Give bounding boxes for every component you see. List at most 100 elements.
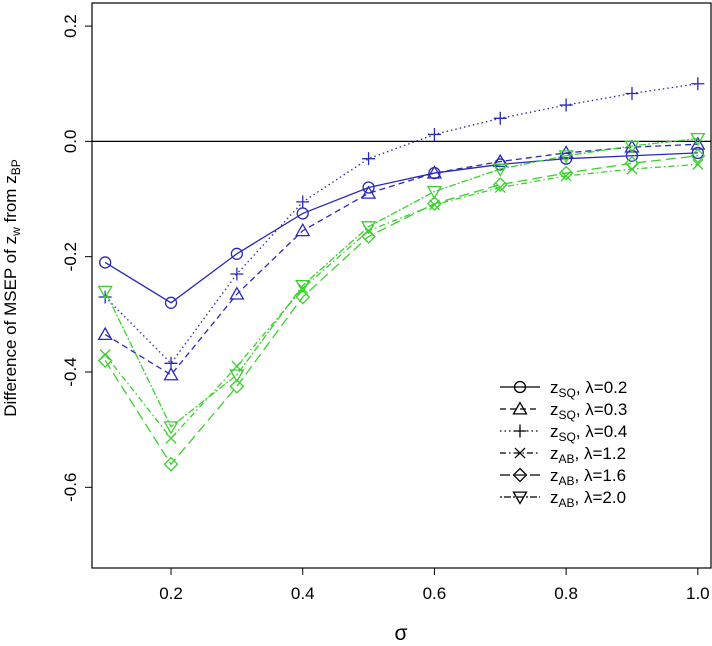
- data-point: [230, 267, 244, 281]
- data-point: [360, 221, 377, 235]
- x-tick-label: 0.2: [159, 584, 183, 603]
- data-point: [558, 145, 574, 159]
- series-1: [99, 146, 704, 309]
- data-point: [426, 186, 443, 200]
- data-point: [163, 456, 179, 472]
- legend-label-param: , λ=0.3: [576, 400, 628, 419]
- data-point: [164, 356, 178, 370]
- data-point: [362, 181, 375, 194]
- legend-label-param: , λ=0.2: [576, 378, 628, 397]
- legend-label-param: , λ=1.6: [575, 466, 627, 485]
- series-2: [97, 136, 706, 381]
- y-tick-label: 0.2: [61, 14, 80, 38]
- data-point: [97, 326, 113, 341]
- data-point: [295, 222, 311, 237]
- series-line: [104, 143, 698, 376]
- legend-label: zSQ, λ=0.4: [550, 422, 627, 444]
- legend-label-subscript: SQ: [559, 430, 576, 444]
- data-point: [427, 127, 441, 141]
- legend-marker: [513, 380, 527, 394]
- legend-label-base: z: [550, 400, 559, 419]
- data-point: [559, 98, 573, 112]
- data-point: [296, 195, 310, 209]
- legend-entry: zAB, λ=2.0: [500, 488, 626, 510]
- data-point: [164, 296, 178, 309]
- x-tick-label: 1.0: [686, 584, 710, 603]
- data-point: [625, 149, 639, 162]
- legend-entry: zAB, λ=1.2: [500, 444, 626, 466]
- y-tick-label: -0.2: [61, 242, 80, 271]
- data-point: [97, 353, 113, 368]
- legend-label-subscript: SQ: [559, 408, 576, 422]
- data-point: [624, 155, 640, 171]
- series-line: [104, 163, 698, 440]
- x-axis: 0.2 0.4 0.6 0.8 1.0: [159, 568, 710, 603]
- x-tick-label: 0.8: [554, 584, 578, 603]
- series-line: [104, 155, 698, 466]
- y-tick-label: 0.0: [61, 130, 80, 154]
- data-point: [99, 256, 112, 269]
- y-axis-label-from: from z: [1, 175, 20, 227]
- data-point: [692, 158, 704, 170]
- data-point: [625, 87, 639, 101]
- legend-entry: zSQ, λ=0.2: [500, 378, 627, 400]
- data-point: [229, 369, 245, 383]
- legend-label-base: z: [550, 444, 559, 463]
- x-tick-label: 0.6: [423, 584, 447, 603]
- data-point: [163, 367, 179, 381]
- x-tick-label: 0.4: [291, 584, 315, 603]
- legend-label-subscript: AB: [559, 474, 575, 488]
- data-point: [558, 165, 574, 181]
- y-tick-label: -0.4: [61, 357, 80, 386]
- series-6: [97, 132, 706, 435]
- data-point: [295, 279, 311, 294]
- data-point: [229, 286, 245, 300]
- legend-label-base: z: [550, 422, 559, 441]
- data-point: [690, 148, 706, 164]
- legend-label-param: , λ=2.0: [575, 488, 627, 507]
- series-line: [104, 137, 698, 428]
- legend-marker: [513, 424, 527, 438]
- legend-label: zAB, λ=2.0: [550, 488, 626, 510]
- plot-frame: [91, 2, 712, 569]
- legend-label-subscript: AB: [559, 452, 575, 466]
- y-tick-label: -0.6: [61, 473, 80, 502]
- data-point: [624, 140, 640, 154]
- legend-marker: [512, 491, 528, 505]
- y-axis-label-subscript-w: w: [9, 227, 23, 237]
- series-3: [98, 77, 705, 370]
- data-point: [361, 229, 376, 244]
- legend-label: zSQ, λ=0.3: [550, 400, 627, 422]
- data-point: [163, 421, 179, 435]
- legend-label-param: , λ=1.2: [575, 444, 627, 463]
- legend-entry: zAB, λ=1.6: [500, 466, 626, 488]
- data-point: [691, 146, 704, 160]
- data-point: [230, 247, 244, 260]
- legend-label-subscript: AB: [559, 496, 575, 510]
- data-point: [492, 153, 508, 168]
- legend-label: zAB, λ=1.2: [550, 444, 626, 466]
- data-point: [558, 150, 574, 164]
- data-point: [426, 165, 443, 179]
- data-point: [229, 378, 245, 394]
- legend-entry: zSQ, λ=0.4: [500, 422, 627, 444]
- y-axis: -0.6 -0.4 -0.2 0.0 0.2: [61, 14, 92, 502]
- data-point: [97, 285, 113, 300]
- data-point: [295, 289, 311, 305]
- y-axis-label-subscript-bp: BP: [9, 159, 23, 175]
- series-layer: [97, 77, 706, 472]
- x-axis-label: σ: [395, 622, 408, 645]
- legend-label-base: z: [550, 378, 559, 397]
- legend-label-param: , λ=0.4: [576, 422, 628, 441]
- legend-marker: [512, 467, 528, 483]
- legend-label-subscript: SQ: [559, 386, 576, 400]
- data-point: [360, 185, 377, 199]
- legend-entry: zSQ, λ=0.3: [500, 400, 627, 422]
- legend-label: zSQ, λ=0.2: [550, 378, 627, 400]
- legend-label: zAB, λ=1.6: [550, 466, 626, 488]
- legend-label-base: z: [550, 488, 559, 507]
- series-line: [104, 83, 698, 365]
- data-point: [165, 432, 177, 444]
